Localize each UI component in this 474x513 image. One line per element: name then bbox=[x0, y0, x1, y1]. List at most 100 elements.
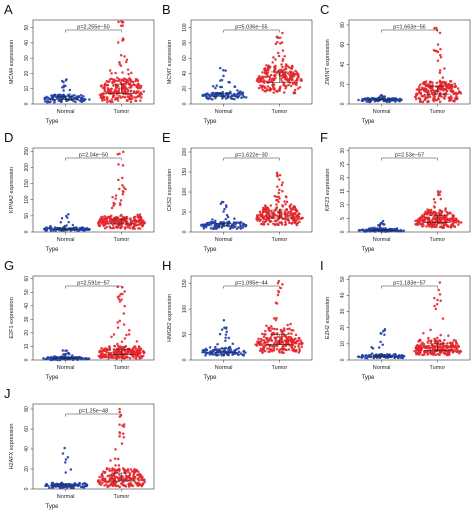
data-point bbox=[49, 357, 52, 360]
data-point bbox=[261, 220, 265, 223]
data-point bbox=[280, 222, 284, 226]
data-point bbox=[136, 78, 139, 82]
data-point bbox=[294, 337, 297, 340]
y-tick-label: 10 bbox=[340, 341, 346, 347]
data-point bbox=[272, 82, 275, 86]
x-tick-label-tumor: Tumor bbox=[271, 237, 287, 243]
data-point bbox=[136, 484, 140, 487]
data-point bbox=[422, 87, 426, 90]
data-point bbox=[271, 212, 274, 215]
data-point bbox=[121, 218, 125, 222]
data-point bbox=[45, 226, 48, 229]
data-point bbox=[439, 56, 443, 59]
y-tick-label: 100 bbox=[24, 195, 30, 204]
data-point bbox=[420, 94, 424, 98]
data-point bbox=[286, 323, 289, 327]
data-point bbox=[116, 79, 120, 83]
data-point bbox=[265, 64, 268, 67]
data-point bbox=[117, 347, 121, 351]
data-point bbox=[424, 210, 427, 214]
data-point bbox=[280, 330, 283, 333]
data-point bbox=[58, 358, 62, 362]
data-point bbox=[52, 227, 55, 231]
data-point bbox=[201, 350, 204, 354]
data-point bbox=[228, 81, 231, 84]
data-point bbox=[439, 340, 442, 343]
data-point bbox=[118, 77, 121, 81]
data-point bbox=[273, 327, 276, 331]
data-point bbox=[61, 86, 64, 89]
data-point bbox=[116, 457, 120, 461]
data-point bbox=[46, 357, 49, 360]
data-point bbox=[112, 78, 115, 82]
data-point bbox=[436, 336, 439, 340]
data-point bbox=[136, 223, 140, 226]
data-point bbox=[101, 220, 105, 224]
data-point bbox=[441, 317, 445, 320]
data-point bbox=[439, 53, 442, 57]
data-point bbox=[71, 223, 75, 227]
x-axis-label: Type bbox=[203, 375, 217, 381]
y-tick-label: 200 bbox=[24, 163, 30, 172]
data-point bbox=[119, 54, 123, 57]
significance-bracket bbox=[65, 29, 122, 33]
data-point bbox=[104, 82, 107, 85]
data-point bbox=[236, 221, 240, 224]
data-point bbox=[420, 214, 424, 217]
data-point bbox=[382, 99, 386, 103]
data-point bbox=[293, 88, 297, 92]
data-point bbox=[261, 332, 264, 336]
data-point bbox=[394, 100, 397, 103]
data-point bbox=[122, 436, 126, 439]
data-point bbox=[124, 220, 127, 223]
data-point bbox=[397, 354, 401, 358]
data-point bbox=[229, 348, 232, 352]
data-point bbox=[114, 448, 117, 451]
data-point bbox=[231, 342, 235, 345]
data-point bbox=[101, 481, 104, 485]
data-point bbox=[276, 185, 279, 188]
data-point bbox=[120, 340, 124, 344]
y-tick-label: 10 bbox=[24, 86, 30, 92]
panel-letter: I bbox=[320, 258, 324, 273]
data-point bbox=[278, 173, 282, 177]
data-point bbox=[435, 303, 439, 306]
data-point bbox=[103, 470, 107, 474]
data-point bbox=[449, 80, 453, 83]
data-point bbox=[300, 79, 303, 83]
data-point bbox=[131, 80, 135, 84]
p-value-label: p=2.53e−57 bbox=[395, 153, 424, 159]
data-point bbox=[445, 225, 449, 228]
y-tick-label: 0 bbox=[24, 102, 30, 105]
data-point bbox=[432, 98, 435, 102]
data-point bbox=[240, 96, 243, 100]
data-point bbox=[110, 72, 113, 75]
data-point bbox=[377, 224, 380, 227]
data-point bbox=[281, 283, 284, 286]
data-point bbox=[112, 221, 115, 224]
data-point bbox=[445, 210, 449, 214]
data-point bbox=[220, 353, 224, 357]
data-point bbox=[275, 71, 279, 75]
data-point bbox=[443, 338, 446, 342]
data-point bbox=[281, 340, 284, 344]
data-point bbox=[449, 89, 453, 92]
data-point bbox=[401, 356, 404, 360]
data-point bbox=[98, 223, 101, 227]
data-point bbox=[134, 348, 138, 351]
data-point bbox=[438, 86, 441, 89]
data-point bbox=[364, 354, 367, 358]
data-point bbox=[422, 346, 426, 349]
data-point bbox=[133, 96, 136, 99]
data-point bbox=[279, 286, 283, 290]
data-point bbox=[453, 85, 457, 88]
data-point bbox=[279, 42, 282, 45]
data-point bbox=[119, 64, 123, 68]
data-point bbox=[395, 227, 399, 230]
data-point bbox=[121, 164, 125, 167]
data-point bbox=[459, 350, 463, 353]
data-point bbox=[72, 97, 76, 100]
data-point bbox=[423, 98, 426, 102]
data-point bbox=[119, 203, 122, 207]
data-point bbox=[258, 349, 262, 352]
